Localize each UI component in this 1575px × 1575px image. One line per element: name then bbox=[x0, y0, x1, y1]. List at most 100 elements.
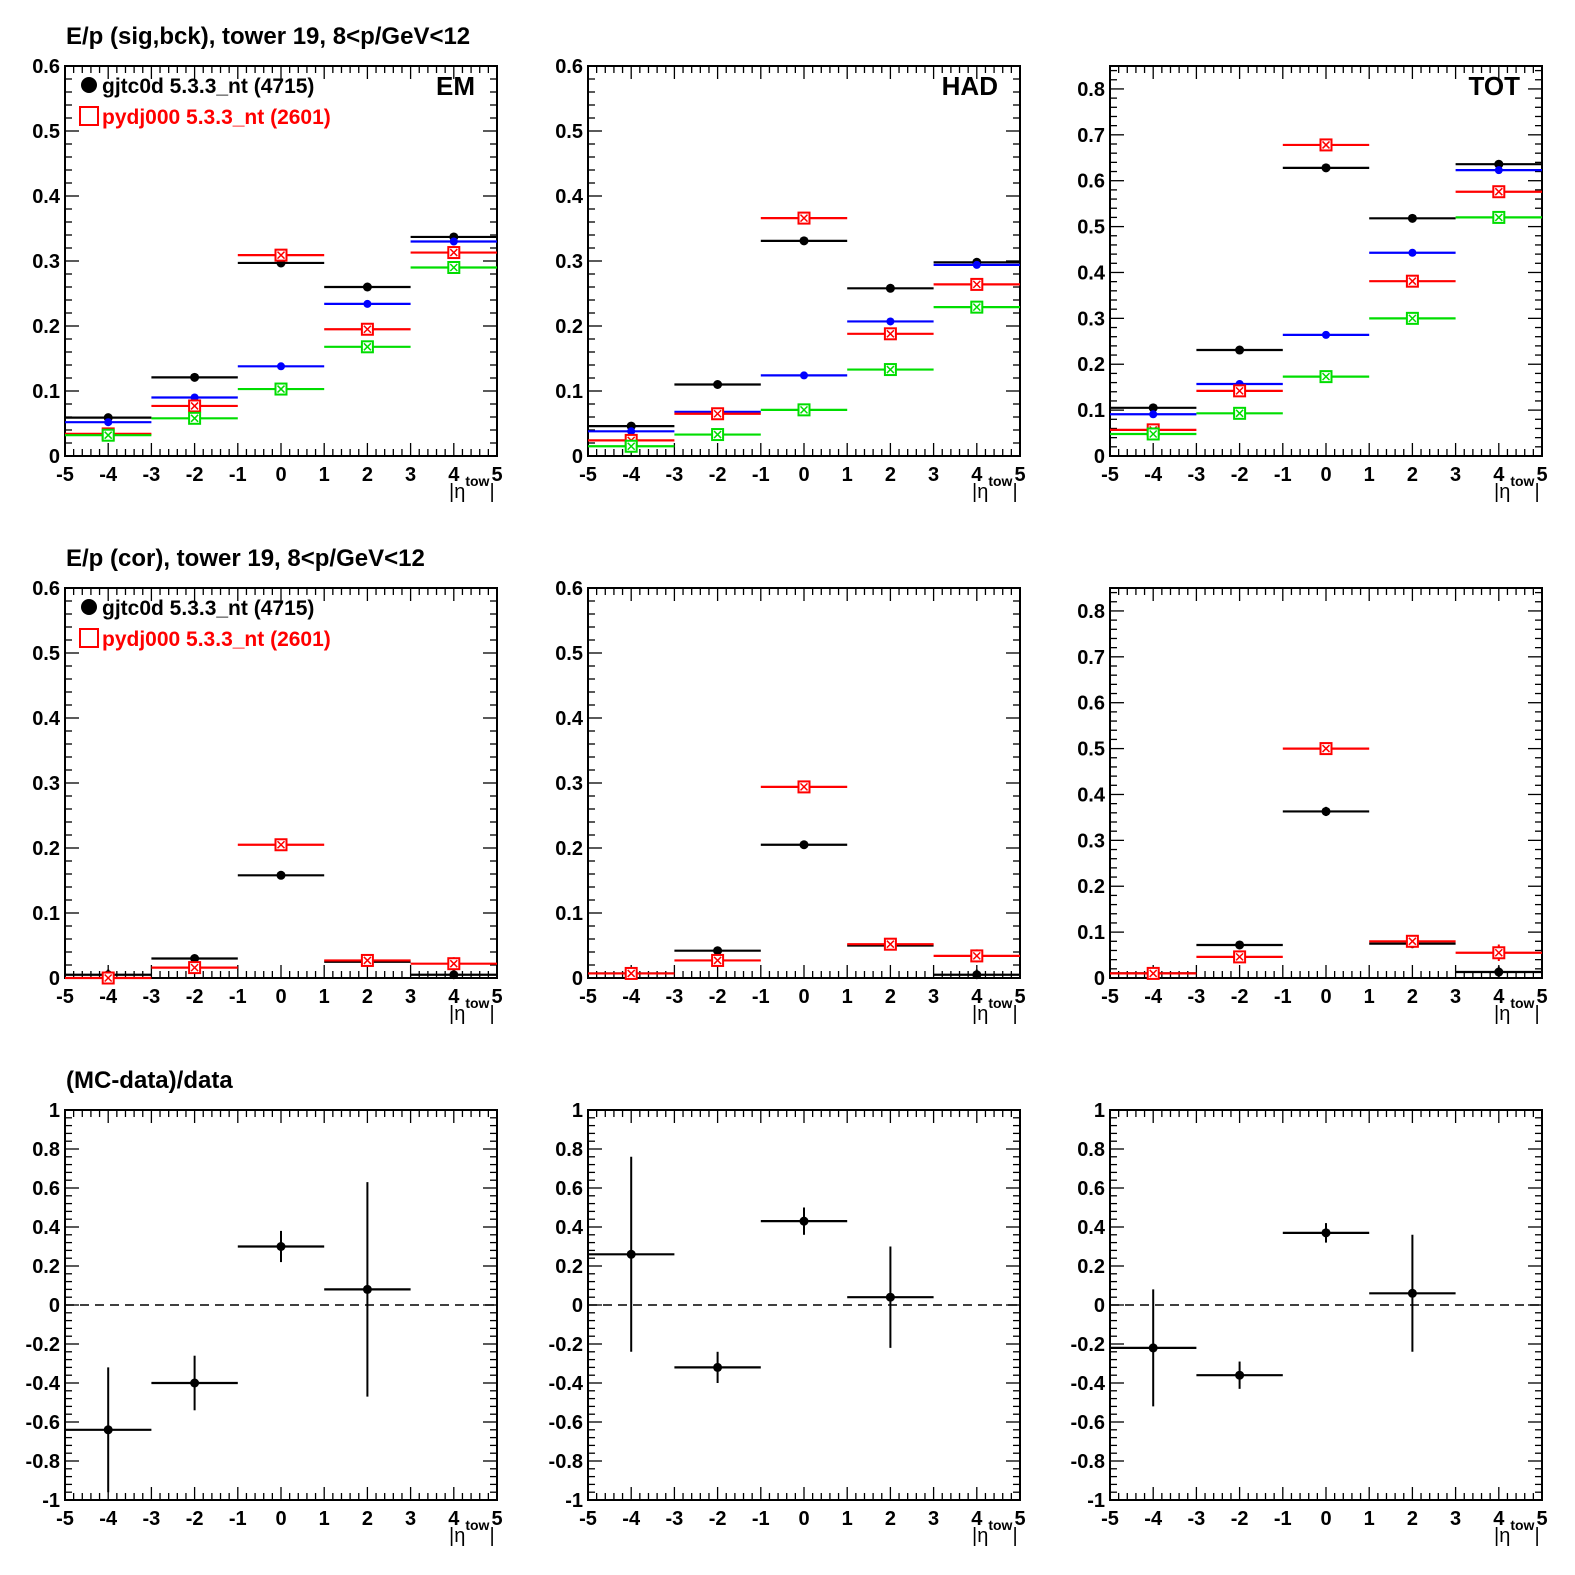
x-tick-label: 0 bbox=[275, 464, 286, 486]
panel-r0-c2: -5 -4 -3 -2 -1 0 1 2 3 4 5 0 0.1 0.2 0.3 0.4 0.5 0.6 0.7 0.… bbox=[1077, 65, 1548, 503]
data-point-cross bbox=[886, 940, 895, 949]
series-0 bbox=[1110, 1223, 1456, 1407]
data-point-cross bbox=[276, 840, 286, 849]
x-tick-label: -2 bbox=[186, 1508, 204, 1530]
legend-label: pydj000 5.3.3_nt (2601) bbox=[102, 628, 331, 651]
x-tick-label: -2 bbox=[709, 986, 727, 1008]
data-point bbox=[276, 1242, 286, 1251]
data-point bbox=[362, 1284, 372, 1294]
y-tick-label: 0.1 bbox=[555, 381, 583, 403]
data-point bbox=[363, 299, 372, 308]
data-point bbox=[1321, 806, 1331, 816]
data-point-cross bbox=[1235, 386, 1244, 395]
x-tick-label: 3 bbox=[1450, 986, 1461, 1008]
data-point bbox=[1321, 1228, 1331, 1238]
y-tick-label: 0.8 bbox=[1077, 601, 1105, 623]
y-tick-label: 0.7 bbox=[1077, 647, 1105, 669]
data-point bbox=[449, 237, 458, 246]
data-point-cross bbox=[1321, 140, 1331, 149]
y-tick-label: 0.2 bbox=[1077, 876, 1105, 898]
x-tick-label: 3 bbox=[928, 986, 939, 1008]
data-point-cross bbox=[276, 251, 286, 260]
series-0 bbox=[588, 1156, 934, 1383]
y-tick-label: 0.6 bbox=[555, 578, 583, 600]
x-tick-label: 2 bbox=[362, 986, 373, 1008]
data-point bbox=[1322, 330, 1330, 339]
data-point bbox=[1148, 403, 1158, 413]
x-tick-label: 5 bbox=[1536, 464, 1547, 486]
x-tick-label: -5 bbox=[579, 986, 597, 1008]
data-point bbox=[886, 317, 895, 326]
data-point bbox=[799, 1216, 809, 1226]
x-tick-label: 3 bbox=[928, 464, 939, 486]
x-axis-title: |ηtow| bbox=[972, 473, 1018, 503]
y-tick-label: 0.6 bbox=[1077, 1178, 1105, 1200]
x-tick-label: 3 bbox=[928, 1508, 939, 1530]
y-tick-label: 0.3 bbox=[1077, 308, 1105, 330]
y-tick-label: 0.3 bbox=[555, 251, 583, 273]
legend: gjtc0d 5.3.3_nt (4715) pydj000 5.3.3_nt (… bbox=[79, 75, 331, 129]
x-tick-label: -2 bbox=[186, 986, 204, 1008]
y-tick-label: 0 bbox=[49, 446, 60, 468]
x-tick-label: -1 bbox=[1274, 464, 1292, 486]
data-point bbox=[713, 946, 723, 956]
data-point bbox=[1148, 1343, 1158, 1353]
y-tick-label: -0.8 bbox=[26, 1451, 60, 1473]
x-tick-label: 4 bbox=[1493, 1508, 1505, 1530]
y-tick-label: 0.5 bbox=[32, 121, 60, 143]
y-tick-label: 0.2 bbox=[555, 1256, 583, 1278]
x-tick-label: 3 bbox=[405, 986, 416, 1008]
y-tick-label: 0.1 bbox=[32, 381, 60, 403]
x-axis-title: |ηtow| bbox=[449, 995, 495, 1025]
x-tick-label: 1 bbox=[1364, 464, 1375, 486]
x-tick-label: 2 bbox=[362, 464, 373, 486]
data-point-cross bbox=[104, 973, 113, 983]
y-tick-label: 0.4 bbox=[1077, 262, 1106, 284]
legend-marker-open-square bbox=[79, 106, 99, 126]
y-tick-label: 0 bbox=[572, 968, 583, 990]
x-tick-label: -4 bbox=[99, 464, 118, 486]
x-tick-label: -3 bbox=[1188, 986, 1206, 1008]
x-tick-label: -4 bbox=[99, 1508, 118, 1530]
x-axis-title: |ηtow| bbox=[1494, 473, 1540, 503]
y-tick-label: -0.6 bbox=[1071, 1412, 1105, 1434]
x-tick-label: -3 bbox=[143, 986, 161, 1008]
x-tick-label: -2 bbox=[186, 464, 204, 486]
x-tick-label: -1 bbox=[1274, 1508, 1292, 1530]
y-tick-label: 0.6 bbox=[32, 56, 60, 78]
y-tick-label: 0.8 bbox=[1077, 79, 1105, 101]
y-tick-label: 0.5 bbox=[555, 643, 583, 665]
x-tick-label: 1 bbox=[1364, 986, 1375, 1008]
data-point bbox=[799, 840, 809, 850]
x-tick-label: -2 bbox=[1231, 464, 1249, 486]
y-tick-label: 0.4 bbox=[555, 186, 584, 208]
data-point-cross bbox=[1408, 937, 1417, 946]
x-tick-label: 1 bbox=[319, 986, 330, 1008]
data-point-cross bbox=[1408, 277, 1417, 286]
x-tick-label: 0 bbox=[1320, 464, 1331, 486]
data-point-cross bbox=[1494, 187, 1503, 196]
series-1 bbox=[1110, 166, 1542, 419]
x-tick-label: 3 bbox=[405, 1508, 416, 1530]
y-tick-label: 0.6 bbox=[32, 1178, 60, 1200]
x-tick-label: -3 bbox=[666, 464, 684, 486]
panel-corner-label: TOT bbox=[1468, 71, 1520, 101]
x-tick-label: 4 bbox=[448, 1508, 460, 1530]
y-tick-label: 0.5 bbox=[1077, 739, 1105, 761]
panels: -5 -4 -3 -2 -1 0 1 2 3 4 5 0 0.1 0.2 0.3 0.4 0.5 0.6 |ηtow… bbox=[26, 56, 1548, 1547]
legend-label: gjtc0d 5.3.3_nt (4715) bbox=[102, 597, 314, 620]
y-tick-label: 0.2 bbox=[1077, 354, 1105, 376]
y-tick-label: 0.1 bbox=[32, 903, 60, 925]
x-tick-label: 1 bbox=[842, 1508, 853, 1530]
data-point-cross bbox=[276, 385, 286, 394]
y-tick-label: 0.5 bbox=[555, 121, 583, 143]
y-tick-label: -0.6 bbox=[26, 1412, 60, 1434]
data-point-cross bbox=[363, 956, 372, 965]
data-point bbox=[800, 371, 808, 380]
x-tick-label: -2 bbox=[1231, 986, 1249, 1008]
x-tick-label: 5 bbox=[1536, 986, 1547, 1008]
x-tick-label: -5 bbox=[1101, 986, 1119, 1008]
y-tick-label: -0.4 bbox=[1071, 1373, 1106, 1395]
data-point bbox=[972, 260, 981, 269]
y-tick-label: -0.8 bbox=[1071, 1451, 1105, 1473]
